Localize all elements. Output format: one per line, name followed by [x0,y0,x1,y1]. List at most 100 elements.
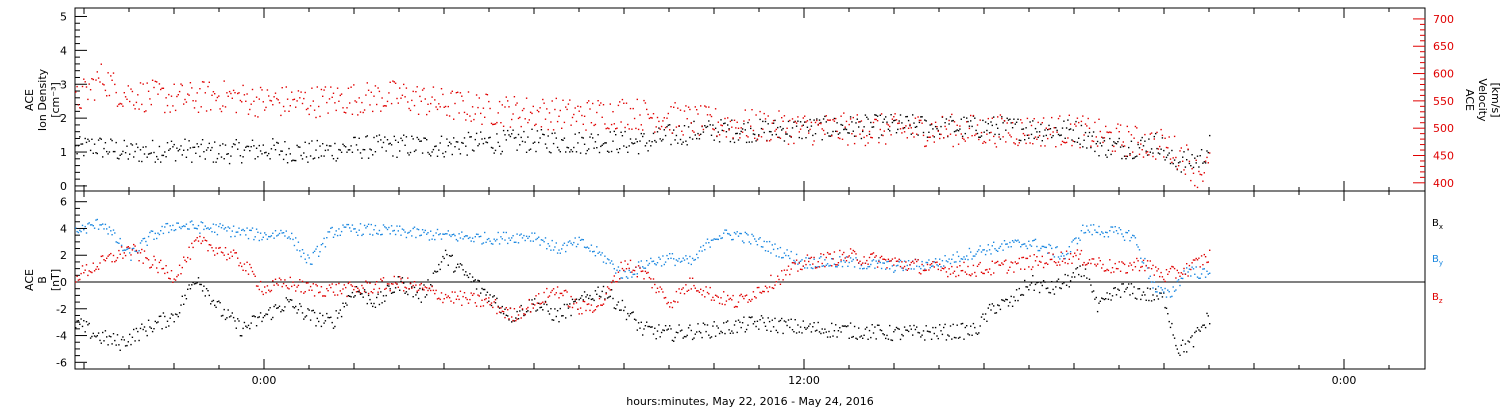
density-point [529,148,532,150]
bz-point [663,297,665,299]
bz-point [756,286,759,289]
bz-point [532,307,534,309]
bx-point [95,336,97,338]
bz-point [740,293,742,296]
by-point [945,260,948,262]
bz-point [552,288,555,290]
density-point [693,120,695,123]
bz-point [1074,252,1076,254]
velocity-point [1037,121,1039,124]
density-point [922,131,925,134]
by-point [878,259,880,262]
velocity-point [589,108,591,110]
velocity-point [898,122,900,124]
velocity-point [582,123,584,125]
bz-point [934,261,937,264]
bz-point [1034,260,1037,262]
bz-point [1079,253,1081,255]
by-point [907,260,910,262]
by-point [432,234,435,237]
bx-point [589,294,591,297]
bz-point [852,249,854,252]
bx-point [216,301,219,303]
density-point [181,154,183,156]
bx-point [624,306,626,308]
velocity-point [112,72,115,74]
bx-point [1192,346,1195,348]
bx-point [1014,299,1016,302]
bz-point [199,235,201,238]
by-point [1173,290,1176,292]
bx-point [309,319,312,321]
by-point [913,268,915,270]
bz-point [826,251,829,254]
velocity-point [1041,122,1043,124]
by-point [343,226,345,228]
bx-point [744,331,746,333]
by-point [779,246,782,249]
velocity-point [489,107,491,110]
velocity-point [662,120,664,122]
bx-point [1022,294,1025,296]
density-point [1063,120,1065,122]
by-point [563,242,566,244]
bz-point [689,277,691,279]
bz-point [1028,266,1030,268]
bz-point [743,297,745,300]
bz-point [643,278,645,280]
bx-point [1102,298,1104,300]
bx-point [975,332,977,334]
bx-point [1041,284,1043,287]
by-point [184,225,186,228]
bx-point [239,335,242,337]
bx-point [592,298,594,300]
density-point [1096,140,1099,143]
bz-point [1179,275,1181,277]
by-point [891,265,894,267]
by-point [168,231,170,234]
bx-point [836,336,838,338]
bz-point [1095,265,1097,267]
by-point [818,257,821,259]
by-point [709,246,711,248]
velocity-point [79,107,81,109]
bz-point [573,303,575,305]
bx-point [420,301,422,303]
by-point [123,249,125,251]
velocity-point [92,78,94,81]
velocity-point [1114,150,1116,152]
bz-point [289,276,291,279]
bz-point [941,267,944,269]
bz-point [461,304,463,306]
velocity-point [1190,179,1192,182]
by-point [882,262,884,264]
velocity-point [562,99,564,101]
velocity-point [277,99,279,101]
velocity-point [494,123,497,125]
velocity-tick-label: 700 [1433,13,1454,26]
by-point [173,229,175,232]
bz-point [211,247,213,249]
density-point [659,138,661,140]
velocity-point [585,129,587,131]
bx-point [876,324,879,326]
by-point [885,268,887,270]
bz-point [218,247,220,249]
velocity-point [1188,160,1191,163]
bx-point [1114,287,1116,289]
bz-point [559,292,561,295]
by-point [782,256,784,259]
density-point [289,153,291,155]
bx-point [259,312,262,314]
by-point [515,241,517,243]
bz-point [444,293,447,296]
by-point [75,227,77,229]
by-point [552,249,555,251]
bx-point [411,286,413,288]
bx-point [295,305,297,308]
density-point [327,149,329,151]
density-point [450,143,452,145]
bz-point [701,294,703,296]
bz-point [816,266,818,269]
density-point [513,137,516,139]
